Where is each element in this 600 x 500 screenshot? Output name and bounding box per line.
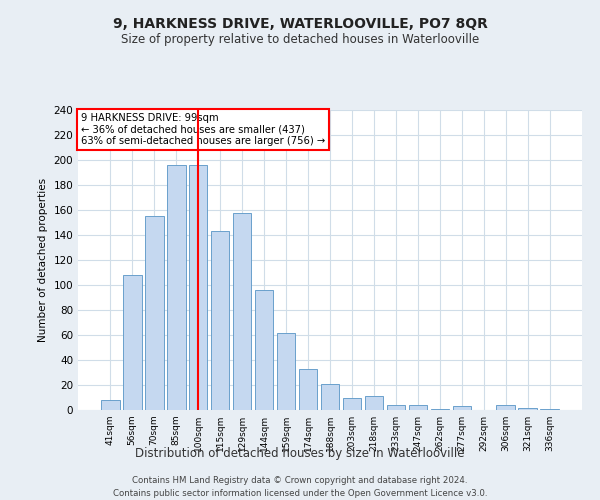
Bar [299, 369, 317, 410]
Bar [518, 408, 537, 410]
Bar [101, 400, 119, 410]
Text: 9, HARKNESS DRIVE, WATERLOOVILLE, PO7 8QR: 9, HARKNESS DRIVE, WATERLOOVILLE, PO7 8Q… [113, 18, 487, 32]
Text: Size of property relative to detached houses in Waterlooville: Size of property relative to detached ho… [121, 32, 479, 46]
Bar [189, 165, 208, 410]
Bar [409, 405, 427, 410]
Bar [167, 165, 185, 410]
Bar [320, 384, 340, 410]
Bar [211, 231, 229, 410]
Y-axis label: Number of detached properties: Number of detached properties [38, 178, 48, 342]
Text: 9 HARKNESS DRIVE: 99sqm
← 36% of detached houses are smaller (437)
63% of semi-d: 9 HARKNESS DRIVE: 99sqm ← 36% of detache… [80, 113, 325, 146]
Text: Distribution of detached houses by size in Waterlooville: Distribution of detached houses by size … [135, 448, 465, 460]
Bar [233, 212, 251, 410]
Bar [255, 290, 274, 410]
Bar [365, 396, 383, 410]
Bar [145, 216, 164, 410]
Bar [496, 405, 515, 410]
Bar [541, 409, 559, 410]
Bar [452, 406, 471, 410]
Text: Contains public sector information licensed under the Open Government Licence v3: Contains public sector information licen… [113, 489, 487, 498]
Bar [386, 405, 405, 410]
Bar [277, 332, 295, 410]
Bar [431, 409, 449, 410]
Bar [343, 398, 361, 410]
Text: Contains HM Land Registry data © Crown copyright and database right 2024.: Contains HM Land Registry data © Crown c… [132, 476, 468, 485]
Bar [123, 275, 142, 410]
